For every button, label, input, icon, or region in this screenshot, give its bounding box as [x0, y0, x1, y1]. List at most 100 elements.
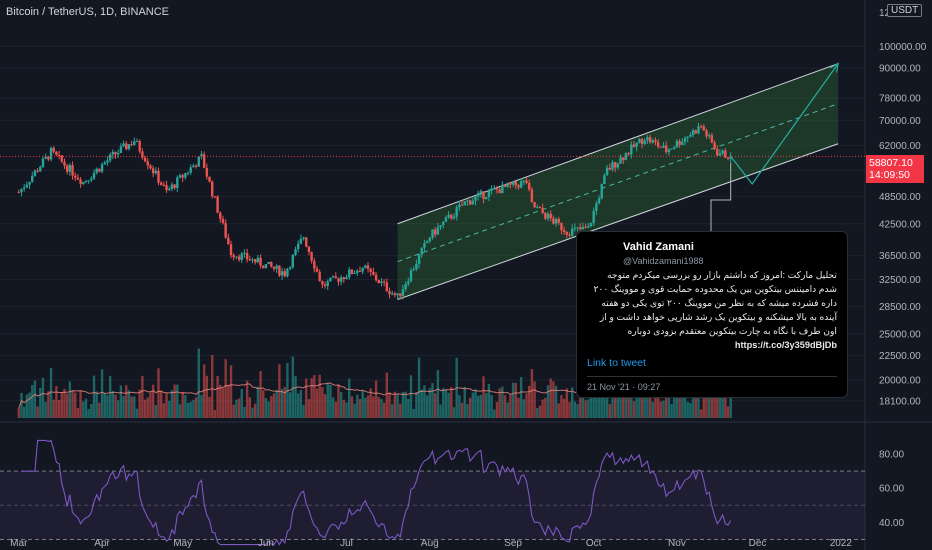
candle-body	[65, 165, 69, 172]
candle-body	[697, 126, 700, 134]
candle-body	[391, 293, 394, 295]
candle-body	[423, 242, 426, 248]
candle-body	[122, 143, 125, 147]
candle-body	[259, 257, 262, 266]
volume-bar	[216, 376, 219, 418]
candle-body	[425, 241, 429, 243]
volume-bar	[675, 392, 679, 418]
candle-body	[248, 259, 252, 261]
rsi-panel	[0, 439, 865, 546]
volume-bar	[318, 374, 321, 418]
candle-body	[509, 182, 512, 185]
volume-bar	[450, 387, 453, 418]
volume-bar	[20, 392, 23, 418]
last-price-tag: 58807.10 14:09:50	[866, 155, 924, 183]
candle-body	[310, 251, 313, 261]
candle-body	[154, 170, 158, 174]
price-axis-tick: 100000.00	[879, 42, 927, 53]
candle-body	[648, 136, 652, 143]
volume-bar	[119, 385, 123, 418]
candle-body	[377, 280, 380, 283]
volume-bar	[194, 397, 198, 418]
candle-body	[485, 197, 488, 199]
candle-body	[431, 229, 434, 238]
time-axis-tick: Jun	[258, 538, 274, 549]
volume-bar	[181, 391, 184, 418]
candle-body	[597, 198, 601, 204]
volume-bar	[55, 386, 58, 418]
candle-body	[544, 212, 547, 219]
candle-body	[138, 141, 141, 152]
volume-bar	[310, 378, 313, 418]
channel-fill	[397, 63, 839, 300]
volume-bar	[141, 375, 144, 418]
volume-bar	[272, 393, 276, 418]
candle-body	[404, 284, 407, 290]
volume-bar	[460, 402, 464, 418]
volume-bar	[345, 402, 348, 418]
candle-body	[538, 207, 542, 209]
volume-bar	[356, 394, 359, 418]
candle-body	[98, 168, 101, 172]
projection-arrow-head	[829, 62, 840, 73]
volume-bar	[186, 402, 190, 418]
volume-bar	[710, 380, 714, 418]
candles	[17, 122, 732, 300]
volume-bar	[544, 397, 547, 418]
candle-body	[76, 177, 80, 180]
time-axis-tick: Sep	[504, 538, 522, 549]
candle-body	[503, 184, 507, 187]
candle-body	[490, 188, 493, 191]
candle-body	[342, 277, 346, 280]
volume-bar	[173, 384, 176, 418]
candle-body	[194, 165, 198, 167]
candle-body	[380, 281, 383, 283]
volume-bar	[329, 384, 332, 418]
volume-bar	[143, 399, 147, 418]
volume-bar	[536, 407, 539, 418]
rsi-axis-tick: 40.00	[879, 518, 904, 529]
candle-body	[528, 183, 531, 190]
currency-badge[interactable]: USDT	[887, 4, 923, 17]
volume-bar	[22, 406, 26, 418]
volume-bar	[490, 395, 493, 418]
candle-body	[536, 207, 539, 209]
candle-body	[243, 252, 246, 254]
channel-upper-line	[397, 63, 839, 225]
candle-body	[256, 257, 260, 263]
volume-bar	[605, 381, 609, 418]
candle-body	[608, 167, 611, 170]
volume-bar	[509, 394, 512, 418]
volume-bar	[388, 392, 391, 418]
volume-bar	[627, 392, 630, 418]
candle-body	[254, 259, 257, 263]
candle-body	[17, 192, 21, 194]
candle-body	[420, 247, 423, 255]
candle-body	[283, 271, 286, 277]
volume-bar	[718, 393, 722, 418]
candle-body	[681, 141, 684, 145]
volume-bar	[176, 384, 179, 418]
candle-body	[141, 151, 144, 158]
price-axis-tick: 32500.00	[879, 275, 921, 286]
volume-bar	[530, 369, 534, 418]
volume-bar	[130, 396, 133, 418]
link-to-tweet[interactable]: Link to tweet	[587, 357, 646, 369]
candle-body	[205, 167, 209, 177]
volume-bar	[74, 392, 77, 418]
volume-bar	[353, 403, 356, 418]
candle-body	[686, 136, 689, 138]
tweet-card[interactable]: Vahid Zamani @Vahidzamani1988 تحلیل مارک…	[576, 231, 848, 398]
volume-bar	[552, 381, 555, 418]
volume-bar	[288, 392, 292, 418]
volume-bar	[342, 399, 346, 418]
price-axis-tick: 42500.00	[879, 219, 921, 230]
tweet-inline-link[interactable]: https://t.co/3y359dBjDb	[734, 340, 837, 350]
candle-body	[595, 203, 598, 211]
candle-body	[189, 167, 192, 173]
time-axis-tick: Oct	[586, 538, 602, 549]
tweet-text: تحلیل مارکت :امروز که داشتم بازار رو برر…	[587, 268, 837, 352]
volume-bar	[654, 397, 657, 418]
volume-bar	[511, 382, 515, 418]
